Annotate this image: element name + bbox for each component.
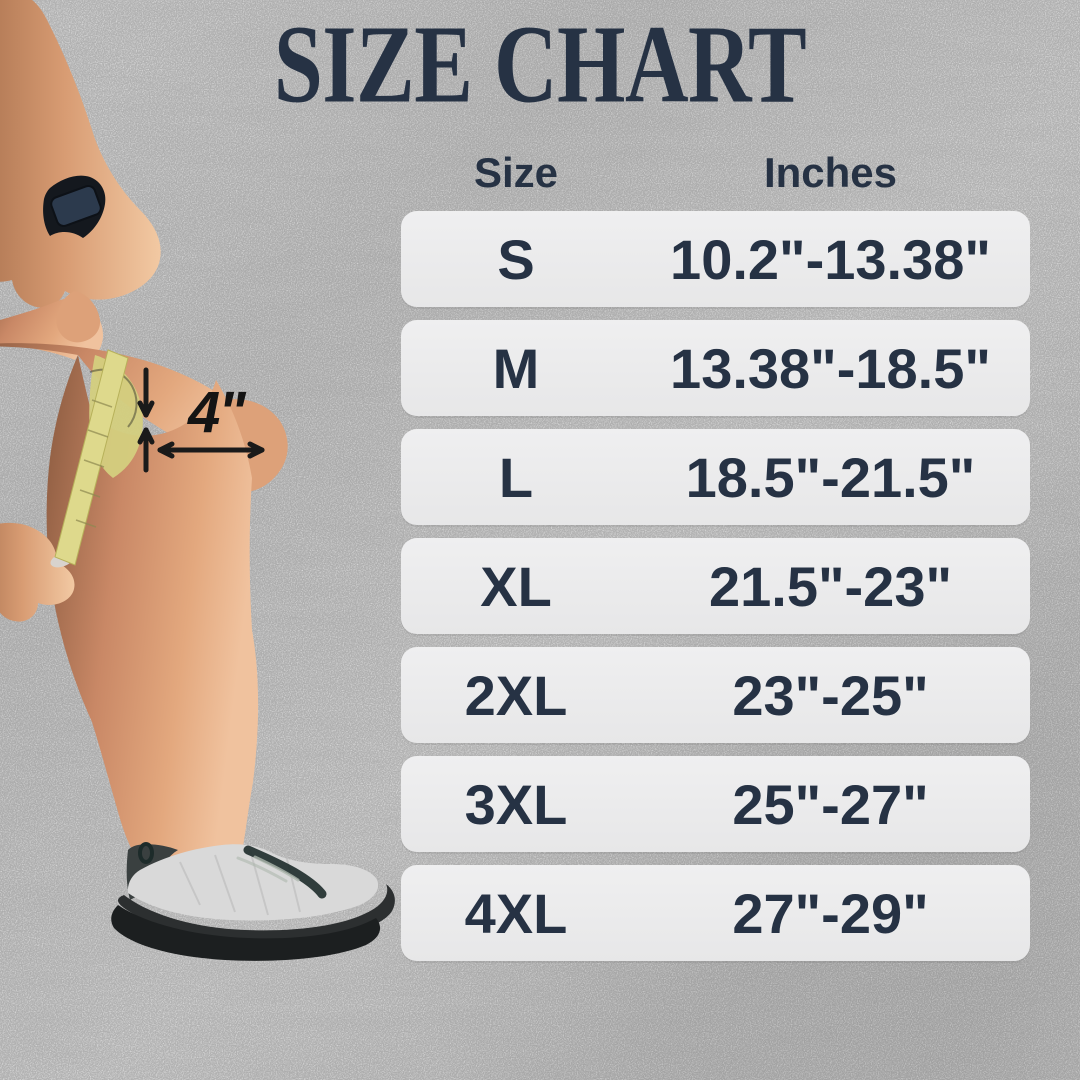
svg-text:4": 4" (187, 380, 247, 445)
